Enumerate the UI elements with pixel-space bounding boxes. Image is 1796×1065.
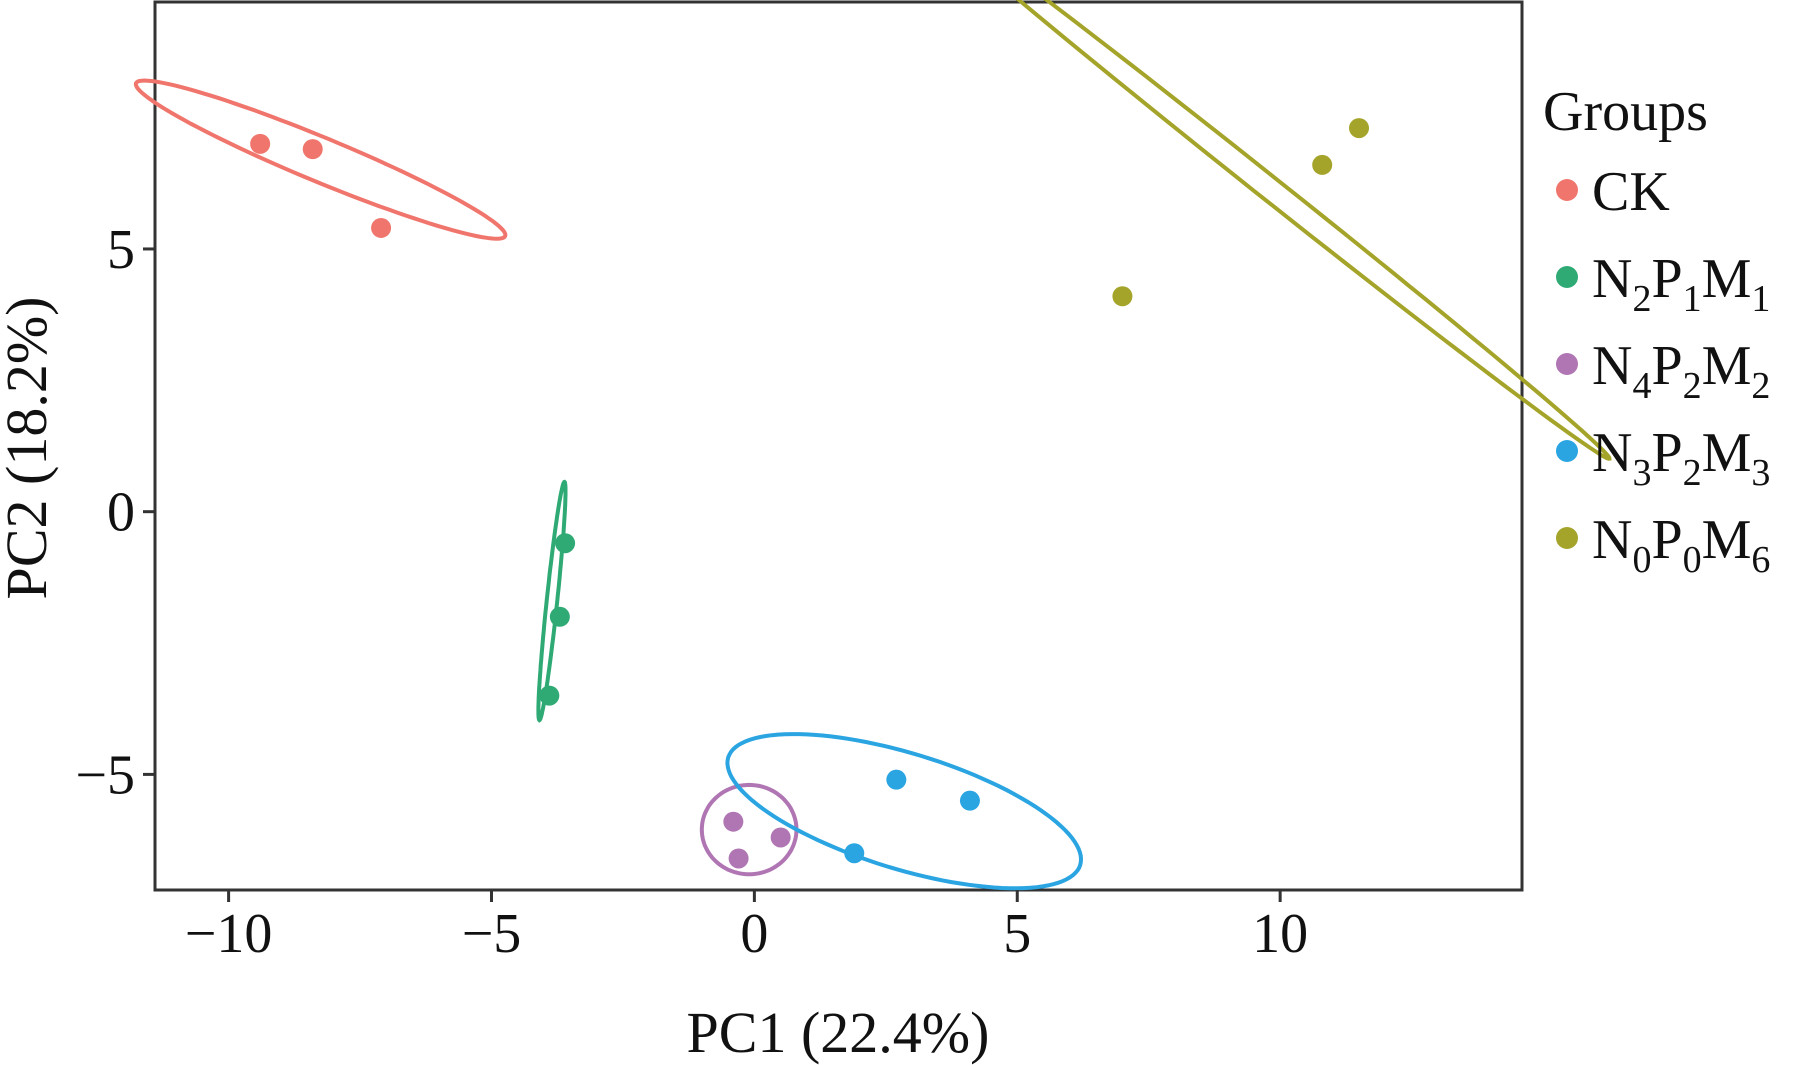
point-n2p1m1-2 [549,606,570,627]
point-n0p0m6-2 [1312,154,1333,175]
point-ck-3 [371,217,392,238]
y-axis: −5 0 5 [75,219,155,806]
legend-key-n4p2m2 [1556,353,1578,375]
point-n3p2m3-2 [959,790,980,811]
legend-label-n2p1m1: N2P1M1 [1592,248,1770,320]
legend-key-n2p1m1 [1556,266,1578,288]
point-ck-1 [250,133,271,154]
x-axis-title: PC1 (22.4%) [687,1000,990,1065]
legend-label-n4p2m2: N4P2M2 [1592,335,1770,407]
x-tick-label: −10 [185,903,273,965]
legend: Groups CK N2P1M1 N4P2M2 N3P2M3 N0P0M6 [1543,81,1770,581]
ellipse-n0p0m6 [1015,0,1612,461]
point-n2p1m1-3 [539,685,560,706]
x-tick-label: 0 [740,903,768,965]
point-n3p2m3-3 [844,843,865,864]
point-n4p2m2-2 [770,827,791,848]
ellipse-n3p2m3 [725,732,1084,891]
legend-key-ck [1556,179,1578,201]
confidence-ellipses [133,0,1612,891]
x-axis: −10 −5 0 5 10 [185,890,1308,965]
x-tick-label: 5 [1003,903,1031,965]
x-tick-label: 10 [1252,903,1308,965]
plot-panel [153,0,1524,892]
legend-label-n0p0m6: N0P0M6 [1592,509,1770,581]
ellipse-n4p2m2 [699,782,799,877]
point-n4p2m2-1 [723,811,744,832]
ellipse-ck [133,78,508,241]
point-n0p0m6-3 [1112,286,1133,307]
point-n2p1m1-1 [555,533,576,554]
point-ck-2 [302,139,323,160]
y-tick-label: −5 [75,744,135,806]
x-tick-label: −5 [462,903,522,965]
point-n3p2m3-1 [886,769,907,790]
point-n4p2m2-3 [728,848,749,869]
data-points [250,118,1370,869]
legend-key-n3p2m3 [1556,440,1578,462]
point-n0p0m6-1 [1349,118,1370,139]
legend-label-n3p2m3: N3P2M3 [1592,422,1770,494]
legend-key-n0p0m6 [1556,527,1578,549]
y-tick-label: 0 [107,482,135,544]
y-axis-title: PC2 (18.2%) [0,297,59,600]
legend-title: Groups [1543,81,1708,143]
legend-label-ck: CK [1592,161,1670,223]
y-tick-label: 5 [107,219,135,281]
